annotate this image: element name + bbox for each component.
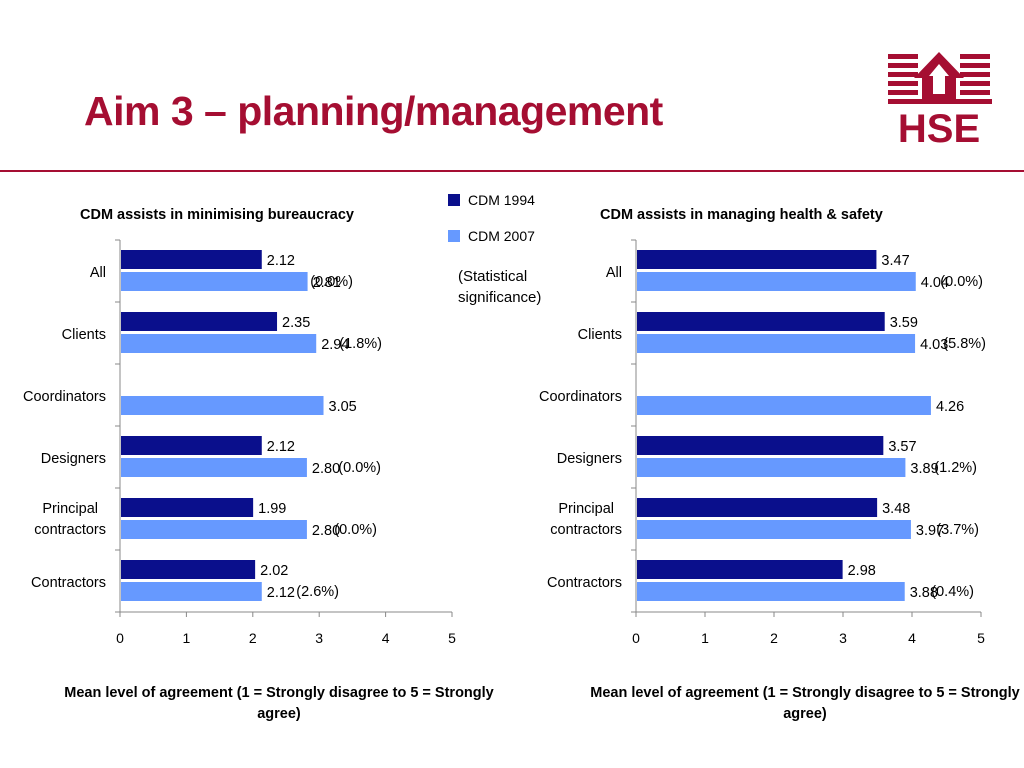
category-label-bureaucracy: Contractors bbox=[31, 575, 106, 591]
significance-label-health-safety: (0.0%) bbox=[940, 274, 983, 290]
value-label-bureaucracy: 2.80 bbox=[312, 461, 340, 477]
bar-cdm2007-bureaucracy bbox=[121, 334, 317, 353]
bar-cdm1994-health-safety bbox=[637, 250, 877, 269]
hse-logo: HSE bbox=[888, 52, 992, 146]
x-tick-label-bureaucracy: 1 bbox=[183, 630, 191, 646]
x-axis-label-bureaucracy: Mean level of agreement (1 = Strongly di… bbox=[64, 685, 494, 722]
legend-item-cdm2007: CDM 2007 bbox=[448, 226, 535, 246]
significance-note: (Statistical significance) bbox=[458, 268, 542, 306]
x-tick-label-bureaucracy: 5 bbox=[448, 630, 456, 646]
significance-label-health-safety: (1.2%) bbox=[934, 460, 977, 476]
x-tick-label-health-safety: 3 bbox=[839, 630, 847, 646]
value-label-bureaucracy: 2.12 bbox=[267, 585, 295, 601]
bar-cdm2007-bureaucracy bbox=[121, 520, 307, 539]
x-axis-label-health-safety: Mean level of agreement (1 = Strongly di… bbox=[590, 685, 1020, 722]
value-label-health-safety: 3.88 bbox=[910, 585, 938, 601]
bar-cdm2007-bureaucracy bbox=[121, 396, 324, 415]
bar-cdm1994-health-safety bbox=[637, 498, 878, 517]
legend: CDM 1994 CDM 2007 bbox=[448, 190, 535, 262]
x-tick-label-health-safety: 4 bbox=[908, 630, 916, 646]
bar-cdm1994-bureaucracy bbox=[121, 498, 254, 517]
category-label-bureaucracy: Principal contractors bbox=[34, 501, 106, 538]
bar-cdm2007-bureaucracy bbox=[121, 582, 262, 601]
category-label-bureaucracy: All bbox=[90, 265, 106, 281]
legend-swatch-cdm2007 bbox=[448, 230, 460, 242]
category-label-bureaucracy: Coordinators bbox=[23, 389, 106, 405]
bar-cdm1994-health-safety bbox=[637, 312, 885, 331]
legend-label-cdm2007: CDM 2007 bbox=[468, 228, 535, 244]
legend-label-cdm1994: CDM 1994 bbox=[468, 192, 535, 208]
bar-cdm2007-health-safety bbox=[637, 582, 905, 601]
value-label-bureaucracy: 2.80 bbox=[312, 523, 340, 539]
value-label-health-safety: 4.26 bbox=[936, 399, 964, 415]
value-label-bureaucracy: 2.12 bbox=[267, 439, 295, 455]
category-label-bureaucracy: Clients bbox=[62, 327, 106, 343]
value-label-health-safety: 3.57 bbox=[888, 439, 916, 455]
significance-label-health-safety: (0.4%) bbox=[931, 584, 974, 600]
value-label-health-safety: 3.97 bbox=[916, 523, 944, 539]
x-tick-label-bureaucracy: 3 bbox=[315, 630, 323, 646]
value-label-bureaucracy: 3.05 bbox=[329, 399, 357, 415]
slide-title: Aim 3 – planning/management bbox=[84, 88, 663, 134]
value-label-bureaucracy: 2.35 bbox=[282, 315, 310, 331]
value-label-bureaucracy: 2.94 bbox=[321, 337, 349, 353]
bar-cdm2007-bureaucracy bbox=[121, 458, 307, 477]
category-label-health-safety: Designers bbox=[557, 451, 622, 467]
value-label-health-safety: 3.47 bbox=[881, 253, 909, 269]
significance-label-bureaucracy: (0.0%) bbox=[310, 274, 353, 290]
x-tick-label-bureaucracy: 2 bbox=[249, 630, 257, 646]
bar-cdm2007-health-safety bbox=[637, 272, 916, 291]
significance-label-health-safety: (3.7%) bbox=[936, 522, 979, 538]
category-label-health-safety: Contractors bbox=[547, 575, 622, 591]
title-divider bbox=[0, 170, 1024, 172]
significance-label-bureaucracy: (2.6%) bbox=[296, 584, 339, 600]
category-label-health-safety: All bbox=[606, 265, 622, 281]
chart-title-bureaucracy: CDM assists in minimising bureaucracy bbox=[80, 207, 354, 223]
bar-cdm1994-bureaucracy bbox=[121, 436, 262, 455]
category-label-bureaucracy: Designers bbox=[41, 451, 106, 467]
value-label-bureaucracy: 1.99 bbox=[258, 501, 286, 517]
bar-cdm2007-health-safety bbox=[637, 396, 931, 415]
value-label-health-safety: 3.59 bbox=[890, 315, 918, 331]
significance-label-bureaucracy: (0.0%) bbox=[338, 460, 381, 476]
chart-title-health-safety: CDM assists in managing health & safety bbox=[600, 207, 883, 223]
bar-cdm1994-health-safety bbox=[637, 560, 843, 579]
bar-cdm1994-bureaucracy bbox=[121, 560, 256, 579]
legend-item-cdm1994: CDM 1994 bbox=[448, 190, 535, 210]
bar-cdm2007-health-safety bbox=[637, 458, 906, 477]
bar-cdm1994-health-safety bbox=[637, 436, 884, 455]
category-label-health-safety: Principal contractors bbox=[550, 501, 622, 538]
x-tick-label-bureaucracy: 4 bbox=[382, 630, 390, 646]
bar-cdm2007-health-safety bbox=[637, 520, 911, 539]
significance-label-bureaucracy: (1.8%) bbox=[339, 336, 382, 352]
x-tick-label-health-safety: 2 bbox=[770, 630, 778, 646]
bar-cdm2007-health-safety bbox=[637, 334, 916, 353]
bar-cdm1994-bureaucracy bbox=[121, 312, 278, 331]
value-label-health-safety: 4.03 bbox=[920, 337, 948, 353]
x-tick-label-bureaucracy: 0 bbox=[116, 630, 124, 646]
x-tick-label-health-safety: 1 bbox=[701, 630, 709, 646]
logo-text: HSE bbox=[898, 107, 980, 146]
x-tick-label-health-safety: 5 bbox=[977, 630, 985, 646]
category-label-health-safety: Clients bbox=[578, 327, 622, 343]
value-label-health-safety: 3.48 bbox=[882, 501, 910, 517]
value-label-health-safety: 4.04 bbox=[921, 275, 949, 291]
value-label-bureaucracy: 2.02 bbox=[260, 563, 288, 579]
value-label-health-safety: 2.98 bbox=[848, 563, 876, 579]
bar-cdm1994-bureaucracy bbox=[121, 250, 262, 269]
value-label-bureaucracy: 2.12 bbox=[267, 253, 295, 269]
x-tick-label-health-safety: 0 bbox=[632, 630, 640, 646]
legend-swatch-cdm1994 bbox=[448, 194, 460, 206]
significance-label-bureaucracy: (0.0%) bbox=[334, 522, 377, 538]
value-label-bureaucracy: 2.81 bbox=[313, 275, 341, 291]
bar-cdm2007-bureaucracy bbox=[121, 272, 308, 291]
value-label-health-safety: 3.89 bbox=[910, 461, 938, 477]
category-label-health-safety: Coordinators bbox=[539, 389, 622, 405]
significance-label-health-safety: (5.8%) bbox=[943, 336, 986, 352]
